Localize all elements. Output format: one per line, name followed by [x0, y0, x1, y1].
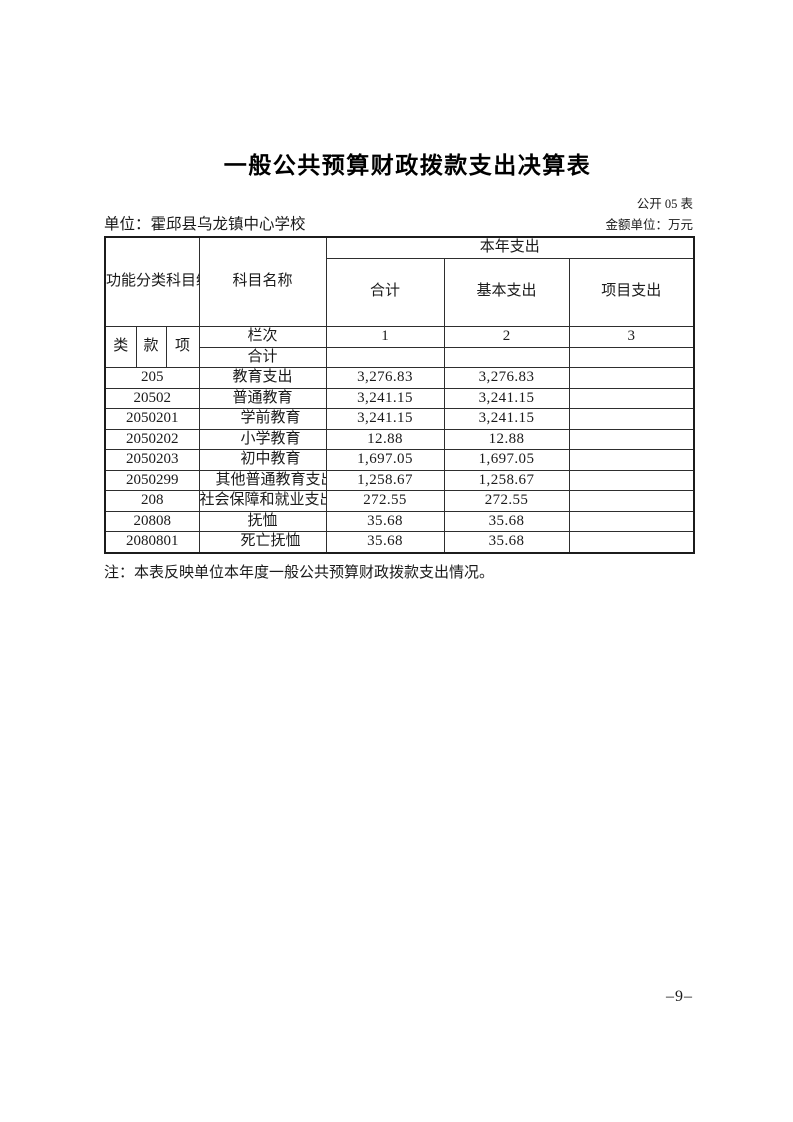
- column-index-3: 3: [568, 325, 695, 348]
- row-basic: 3,276.83: [443, 367, 570, 389]
- header-class: 类: [104, 325, 137, 368]
- total-row-basic: [443, 346, 570, 368]
- header-row-1: 功能分类科目编码 科目名称 本年支出: [104, 236, 695, 327]
- row-code: 205: [104, 367, 200, 389]
- table-row: 205 教育支出 3,276.83 3,276.83: [104, 367, 695, 389]
- row-total: 3,241.15: [325, 408, 445, 430]
- form-code-label: 公开 05 表: [636, 197, 693, 211]
- row-project: [568, 387, 695, 409]
- row-total: 3,241.15: [325, 387, 445, 409]
- row-basic: 3,241.15: [443, 387, 570, 409]
- row-total: 35.68: [325, 510, 445, 532]
- row-name: 学前教育: [198, 408, 327, 430]
- table-note: 注：本表反映单位本年度一般公共预算财政拨款支出情况。: [104, 564, 495, 581]
- row-code: 208: [104, 490, 200, 512]
- header-total: 合计: [325, 257, 445, 327]
- row-code: 2080801: [104, 531, 200, 553]
- header-basic-expenditure: 基本支出: [443, 257, 570, 327]
- row-name: 社会保障和就业支出: [198, 490, 327, 512]
- row-name: 教育支出: [198, 367, 327, 389]
- expenditure-table: 功能分类科目编码 科目名称 本年支出 合计 基本支出 项目支出 类 款 项 栏次…: [104, 236, 696, 554]
- row-code: 20502: [104, 387, 200, 409]
- table-row: 208 社会保障和就业支出 272.55 272.55: [104, 490, 695, 512]
- row-total: 1,258.67: [325, 469, 445, 491]
- column-index-label: 栏次: [198, 325, 327, 348]
- row-basic: 1,258.67: [443, 469, 570, 491]
- unit-label: 单位：霍邱县乌龙镇中心学校: [104, 216, 306, 233]
- header-item: 项: [165, 325, 200, 368]
- header-row-2: 合计 基本支出 项目支出: [105, 257, 695, 327]
- row-name: 死亡抚恤: [198, 531, 327, 553]
- row-basic: 1,697.05: [443, 449, 570, 471]
- row-code: 20808: [104, 510, 200, 532]
- amount-unit-label: 金额单位：万元: [605, 218, 693, 232]
- row-code: 2050299: [104, 469, 200, 491]
- total-row-total: [325, 346, 445, 368]
- row-code: 2050203: [104, 449, 200, 471]
- header-project-expenditure: 项目支出: [568, 257, 695, 327]
- page-number: –9–: [666, 988, 693, 1005]
- total-row-label: 合计: [198, 346, 327, 368]
- header-row-3: 类 款 项 栏次 1 2 3: [104, 325, 695, 368]
- row-project: [568, 449, 695, 471]
- table-row: 2050202 小学教育 12.88 12.88: [104, 428, 695, 450]
- row-total: 12.88: [325, 428, 445, 450]
- row-name: 普通教育: [198, 387, 327, 409]
- column-index-2: 2: [443, 325, 570, 348]
- total-row-project: [568, 346, 695, 368]
- table-row: 2080801 死亡抚恤 35.68 35.68: [104, 531, 695, 553]
- table-row: 20808 抚恤 35.68 35.68: [104, 510, 695, 532]
- row-total: 272.55: [325, 490, 445, 512]
- total-row: 合计: [105, 346, 695, 368]
- row-name: 初中教育: [198, 449, 327, 471]
- row-basic: 35.68: [443, 510, 570, 532]
- row-name: 其他普通教育支出: [198, 469, 327, 491]
- row-basic: 272.55: [443, 490, 570, 512]
- row-name: 抚恤: [198, 510, 327, 532]
- row-project: [568, 469, 695, 491]
- row-basic: 12.88: [443, 428, 570, 450]
- header-current-year-expenditure: 本年支出: [325, 236, 695, 259]
- column-index-1: 1: [325, 325, 445, 348]
- table-row: 2050299 其他普通教育支出 1,258.67 1,258.67: [104, 469, 695, 491]
- row-code: 2050202: [104, 428, 200, 450]
- table-row: 20502 普通教育 3,241.15 3,241.15: [104, 387, 695, 409]
- row-total: 1,697.05: [325, 449, 445, 471]
- header-section: 款: [135, 325, 167, 368]
- table-row: 2050203 初中教育 1,697.05 1,697.05: [104, 449, 695, 471]
- row-project: [568, 510, 695, 532]
- document-title: 一般公共预算财政拨款支出决算表: [223, 152, 592, 178]
- header-functional-code: 功能分类科目编码: [104, 236, 200, 327]
- row-project: [568, 490, 695, 512]
- meta-row: 单位：霍邱县乌龙镇中心学校 金额单位：万元: [104, 212, 693, 234]
- row-project: [568, 531, 695, 553]
- row-project: [568, 408, 695, 430]
- table-row: 2050201 学前教育 3,241.15 3,241.15: [104, 408, 695, 430]
- row-basic: 3,241.15: [443, 408, 570, 430]
- row-total: 3,276.83: [325, 367, 445, 389]
- row-code: 2050201: [104, 408, 200, 430]
- header-subject-name: 科目名称: [198, 236, 327, 327]
- row-project: [568, 428, 695, 450]
- row-project: [568, 367, 695, 389]
- row-name: 小学教育: [198, 428, 327, 450]
- row-basic: 35.68: [443, 531, 570, 553]
- row-total: 35.68: [325, 531, 445, 553]
